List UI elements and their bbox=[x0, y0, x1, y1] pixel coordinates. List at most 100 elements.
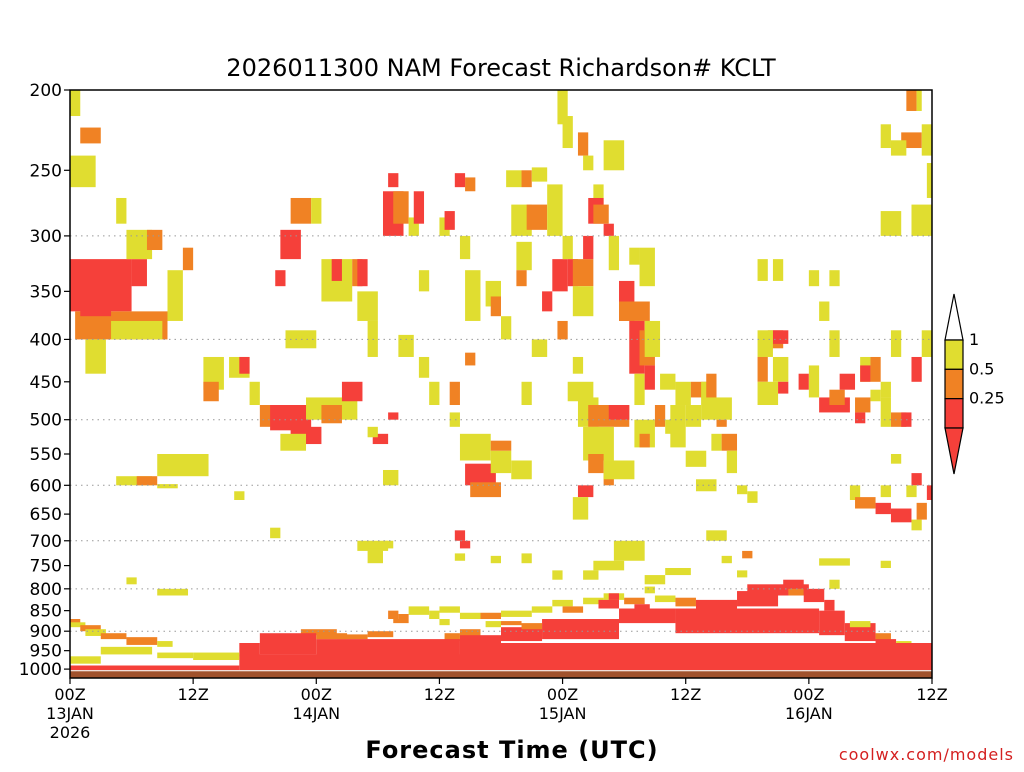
heatmap-cell bbox=[454, 530, 466, 541]
heatmap-cell bbox=[911, 519, 922, 531]
heatmap-cell bbox=[341, 381, 363, 402]
heatmap-cell bbox=[844, 623, 876, 642]
heatmap-cell bbox=[613, 540, 645, 561]
heatmap-cell bbox=[926, 485, 932, 500]
heatmap-cell bbox=[393, 619, 409, 624]
y-tick-label: 900 bbox=[30, 622, 62, 642]
heatmap-cell bbox=[911, 356, 922, 382]
heatmap-cell bbox=[757, 356, 768, 382]
ground-layer bbox=[70, 670, 932, 678]
heatmap-cell bbox=[398, 334, 414, 357]
heatmap-cell bbox=[644, 320, 661, 357]
heatmap-cell bbox=[429, 610, 440, 620]
heatmap-cell bbox=[490, 450, 512, 474]
heatmap-cell bbox=[542, 619, 620, 640]
heatmap-cell bbox=[470, 482, 501, 498]
heatmap-cell bbox=[490, 440, 512, 451]
heatmap-cell bbox=[311, 197, 322, 224]
heatmap-cell bbox=[572, 356, 584, 374]
heatmap-cell bbox=[829, 330, 840, 357]
heatmap-cell bbox=[126, 577, 137, 585]
heatmap-cell bbox=[911, 204, 932, 236]
heatmap-cell bbox=[490, 296, 501, 317]
heatmap-cell bbox=[721, 555, 732, 564]
heatmap-cell bbox=[788, 588, 804, 596]
heatmap-cell bbox=[408, 217, 419, 236]
heatmap-cell bbox=[726, 450, 738, 474]
heatmap-cell bbox=[506, 170, 522, 188]
heatmap-cell bbox=[449, 412, 460, 427]
heatmap-cell bbox=[629, 247, 640, 265]
heatmap-cell bbox=[367, 426, 378, 438]
heatmap-cell bbox=[567, 381, 594, 402]
heatmap-cell bbox=[516, 241, 532, 271]
heatmap-cell bbox=[239, 356, 250, 374]
heatmap-cell bbox=[624, 597, 645, 605]
heatmap-cell bbox=[583, 597, 604, 605]
x-tick-date: 14JAN bbox=[292, 704, 340, 723]
heatmap-cell bbox=[562, 235, 573, 260]
heatmap-cell bbox=[562, 606, 584, 613]
heatmap-cell bbox=[157, 641, 173, 647]
grid-lines bbox=[70, 235, 932, 632]
heatmap-cell bbox=[890, 508, 912, 523]
heatmap-cell bbox=[465, 352, 476, 366]
heatmap-cell bbox=[577, 132, 589, 156]
heatmap-cell bbox=[593, 204, 609, 224]
heatmap-cell bbox=[357, 259, 368, 287]
heatmap-cell bbox=[408, 606, 430, 615]
heatmap-cell bbox=[367, 548, 383, 564]
heatmap-cell bbox=[577, 485, 594, 498]
heatmap-cell bbox=[829, 389, 845, 406]
heatmap-cell bbox=[70, 622, 86, 628]
colorbar-top-arrow bbox=[944, 293, 964, 341]
heatmap-cell bbox=[80, 127, 101, 144]
y-tick-label: 600 bbox=[30, 476, 62, 496]
heatmap-cell bbox=[465, 270, 481, 321]
heatmap-cell bbox=[444, 211, 455, 230]
heatmap-cell bbox=[598, 599, 620, 609]
heatmap-cell bbox=[285, 330, 317, 349]
heatmap-cell bbox=[557, 320, 568, 340]
heatmap-cell bbox=[398, 614, 409, 620]
heatmap-cell bbox=[608, 593, 620, 600]
heatmap-cell bbox=[321, 405, 342, 424]
heatmap-cell bbox=[157, 588, 189, 596]
x-tick-date: 13JAN bbox=[46, 704, 94, 723]
heatmap-cell bbox=[644, 575, 666, 585]
heatmap-cell bbox=[706, 530, 727, 541]
heatmap-cell bbox=[916, 90, 922, 111]
heatmap-cell bbox=[136, 476, 158, 486]
ground-band bbox=[70, 670, 932, 678]
heatmap-cell bbox=[382, 469, 399, 486]
heatmap-cell bbox=[459, 612, 481, 620]
heatmap-cell bbox=[531, 167, 548, 182]
heatmap-cell bbox=[357, 540, 389, 551]
heatmap-cell bbox=[459, 540, 471, 549]
heatmap-cell bbox=[757, 259, 768, 281]
heatmap-cell bbox=[465, 177, 476, 192]
heatmap-cell bbox=[695, 599, 738, 611]
heatmap-cell bbox=[583, 570, 599, 580]
heatmap-cell bbox=[444, 633, 460, 642]
heatmap-cell bbox=[70, 619, 81, 624]
y-tick-label: 400 bbox=[30, 330, 62, 350]
heatmap-cell bbox=[429, 381, 440, 406]
x-tick-label: 00Z bbox=[301, 685, 332, 704]
heatmap-cell bbox=[239, 654, 932, 671]
y-tick-label: 650 bbox=[30, 505, 62, 525]
heatmap-cell bbox=[906, 90, 917, 111]
heatmap-cell bbox=[619, 608, 676, 624]
heatmap-cell bbox=[388, 610, 399, 620]
heatmap-cell bbox=[855, 412, 866, 424]
heatmap-cell bbox=[890, 140, 907, 156]
y-tick-label: 550 bbox=[30, 445, 62, 465]
heatmap-cell bbox=[675, 597, 696, 607]
heatmap-cell bbox=[875, 633, 891, 642]
heatmap-cell bbox=[824, 599, 835, 611]
heatmap-cell bbox=[660, 373, 676, 390]
heatmap-cell bbox=[70, 656, 101, 664]
heatmap-cell bbox=[80, 286, 112, 317]
